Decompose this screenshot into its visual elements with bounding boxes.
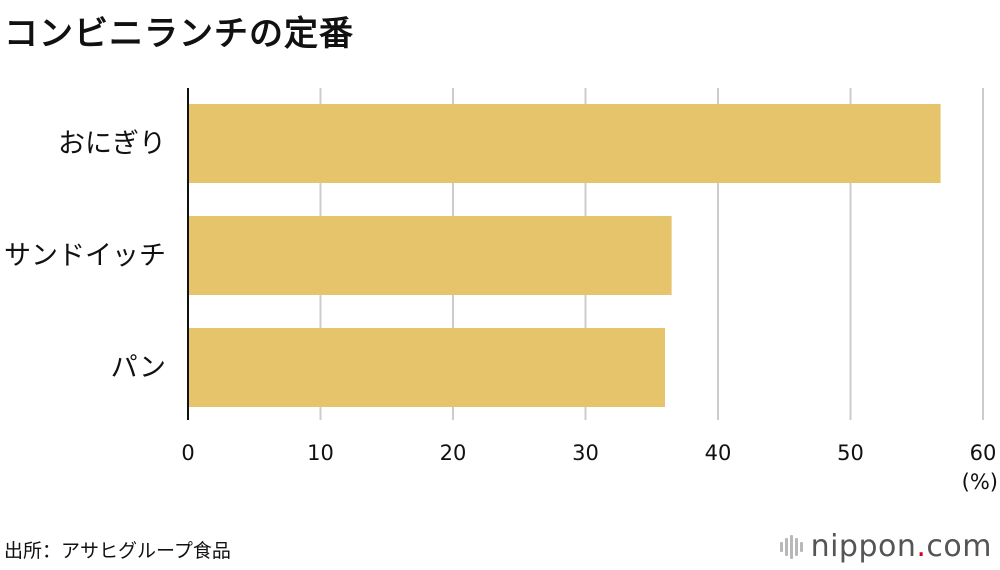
x-tick-label: 0	[181, 441, 194, 465]
x-tick-label: 20	[440, 441, 467, 465]
category-label: サンドイッチ	[4, 241, 166, 272]
logo-bars-icon	[779, 534, 803, 559]
logo-tld: com	[926, 529, 992, 564]
x-tick-labels: 0 10 20 30 40 50 60	[181, 441, 996, 465]
x-tick-label: 30	[572, 441, 599, 465]
unit-label: (%)	[962, 470, 998, 494]
category-label: パン	[111, 353, 166, 384]
logo-dot: .	[916, 529, 927, 564]
bars	[188, 104, 941, 407]
x-tick-label: 50	[837, 441, 864, 465]
chart-title: コンビニランチの定番	[4, 14, 354, 54]
bar	[188, 216, 672, 295]
bar	[188, 104, 941, 183]
x-tick-label: 40	[705, 441, 732, 465]
source-note: 出所：アサヒグループ食品	[4, 540, 231, 562]
x-tick-label: 60	[970, 441, 997, 465]
logo-name: nippon	[810, 529, 917, 564]
x-tick-label: 10	[307, 441, 334, 465]
nippon-com-logo: nippon.com	[779, 529, 992, 564]
bar	[188, 328, 665, 407]
category-label: おにぎり	[58, 129, 166, 160]
logo-text: nippon.com	[811, 529, 992, 564]
